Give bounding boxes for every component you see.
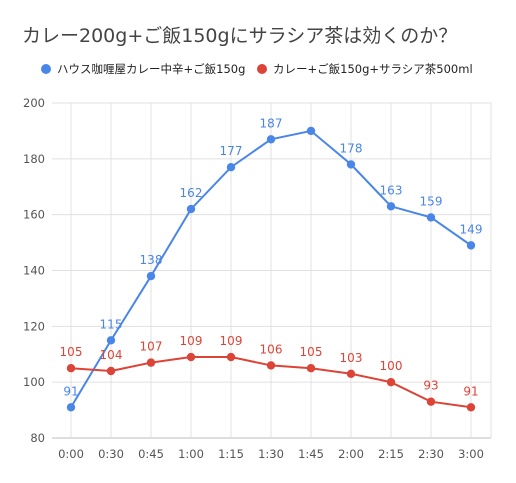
data-label: 138 — [140, 253, 163, 267]
y-tick-label: 120 — [23, 319, 45, 333]
gridlines — [52, 102, 492, 439]
legend-marker — [41, 64, 51, 74]
data-point — [426, 397, 436, 406]
data-point — [306, 364, 316, 373]
x-axis-tick-labels: 0:00 0:30 0:45 1:00 1:15 1:30 1:45 2:00 2:15 2:30… — [58, 447, 484, 461]
data-label: 109 — [180, 334, 203, 348]
series-layer — [66, 126, 476, 412]
data-label: 105 — [60, 345, 83, 359]
x-tick-label: 1:45 — [298, 447, 324, 461]
data-point — [306, 126, 316, 136]
data-label: 109 — [220, 334, 243, 348]
data-label: 177 — [220, 144, 243, 158]
x-tick-label: 1:30 — [258, 447, 284, 461]
data-point — [226, 163, 236, 172]
data-label: 105 — [300, 345, 323, 359]
data-label: 162 — [180, 186, 203, 200]
legend: ハウス咖喱屋カレー中辛+ご飯150g カレー+ご飯150g+サラシア茶500ml — [41, 62, 473, 76]
y-axis-tick-labels: 80 100 120 140 160 180 200 — [23, 96, 45, 445]
data-point — [146, 358, 156, 367]
y-tick-label: 200 — [23, 96, 45, 110]
y-tick-label: 100 — [23, 375, 45, 389]
data-point — [466, 403, 476, 412]
data-label: 178 — [340, 141, 363, 155]
data-point — [146, 271, 156, 281]
data-point — [346, 160, 356, 169]
chart-title: カレー200g+ご飯150gにサラシア茶は効くのか？ — [22, 25, 457, 47]
data-label: 115 — [100, 317, 123, 331]
data-label: 187 — [260, 116, 283, 130]
data-label: 93 — [423, 379, 438, 393]
data-labels-layer: 91 115 138 162 177 187 178 163 159 149 105 104 107 10… — [60, 116, 483, 398]
data-label: 100 — [380, 359, 403, 373]
data-label: 91 — [463, 384, 478, 398]
x-tick-label: 2:30 — [418, 447, 444, 461]
data-point — [266, 361, 276, 370]
x-tick-label: 0:00 — [58, 447, 84, 461]
data-point — [466, 241, 476, 250]
data-point — [346, 369, 356, 378]
data-point — [386, 202, 396, 211]
data-label: 159 — [420, 194, 443, 208]
legend-marker — [257, 64, 267, 74]
data-point — [66, 364, 76, 373]
x-tick-label: 1:00 — [178, 447, 204, 461]
data-point — [106, 336, 116, 345]
data-point — [106, 366, 116, 376]
x-tick-label: 0:45 — [138, 447, 164, 461]
data-point — [226, 352, 236, 362]
x-tick-label: 2:00 — [338, 447, 364, 461]
legend-label: カレー+ご飯150g+サラシア茶500ml — [273, 62, 473, 76]
x-tick-label: 1:15 — [218, 447, 244, 461]
data-label: 103 — [340, 351, 363, 365]
data-point — [186, 204, 196, 214]
y-tick-label: 80 — [30, 431, 45, 445]
data-label: 163 — [380, 183, 403, 197]
data-point — [386, 377, 396, 387]
data-point — [66, 403, 76, 412]
data-label: 91 — [63, 384, 78, 398]
x-tick-label: 2:15 — [378, 447, 404, 461]
x-tick-label: 3:00 — [458, 447, 484, 461]
data-point — [426, 213, 436, 222]
data-label: 149 — [460, 222, 483, 236]
data-label: 107 — [140, 340, 163, 354]
y-tick-label: 140 — [23, 264, 45, 278]
data-label: 106 — [260, 342, 283, 356]
data-label: 104 — [100, 348, 123, 362]
x-tick-label: 0:30 — [98, 447, 124, 461]
data-point — [266, 135, 276, 144]
legend-label: ハウス咖喱屋カレー中辛+ご飯150g — [57, 62, 245, 76]
y-tick-label: 180 — [23, 152, 45, 166]
y-tick-label: 160 — [23, 208, 45, 222]
data-point — [186, 352, 196, 362]
